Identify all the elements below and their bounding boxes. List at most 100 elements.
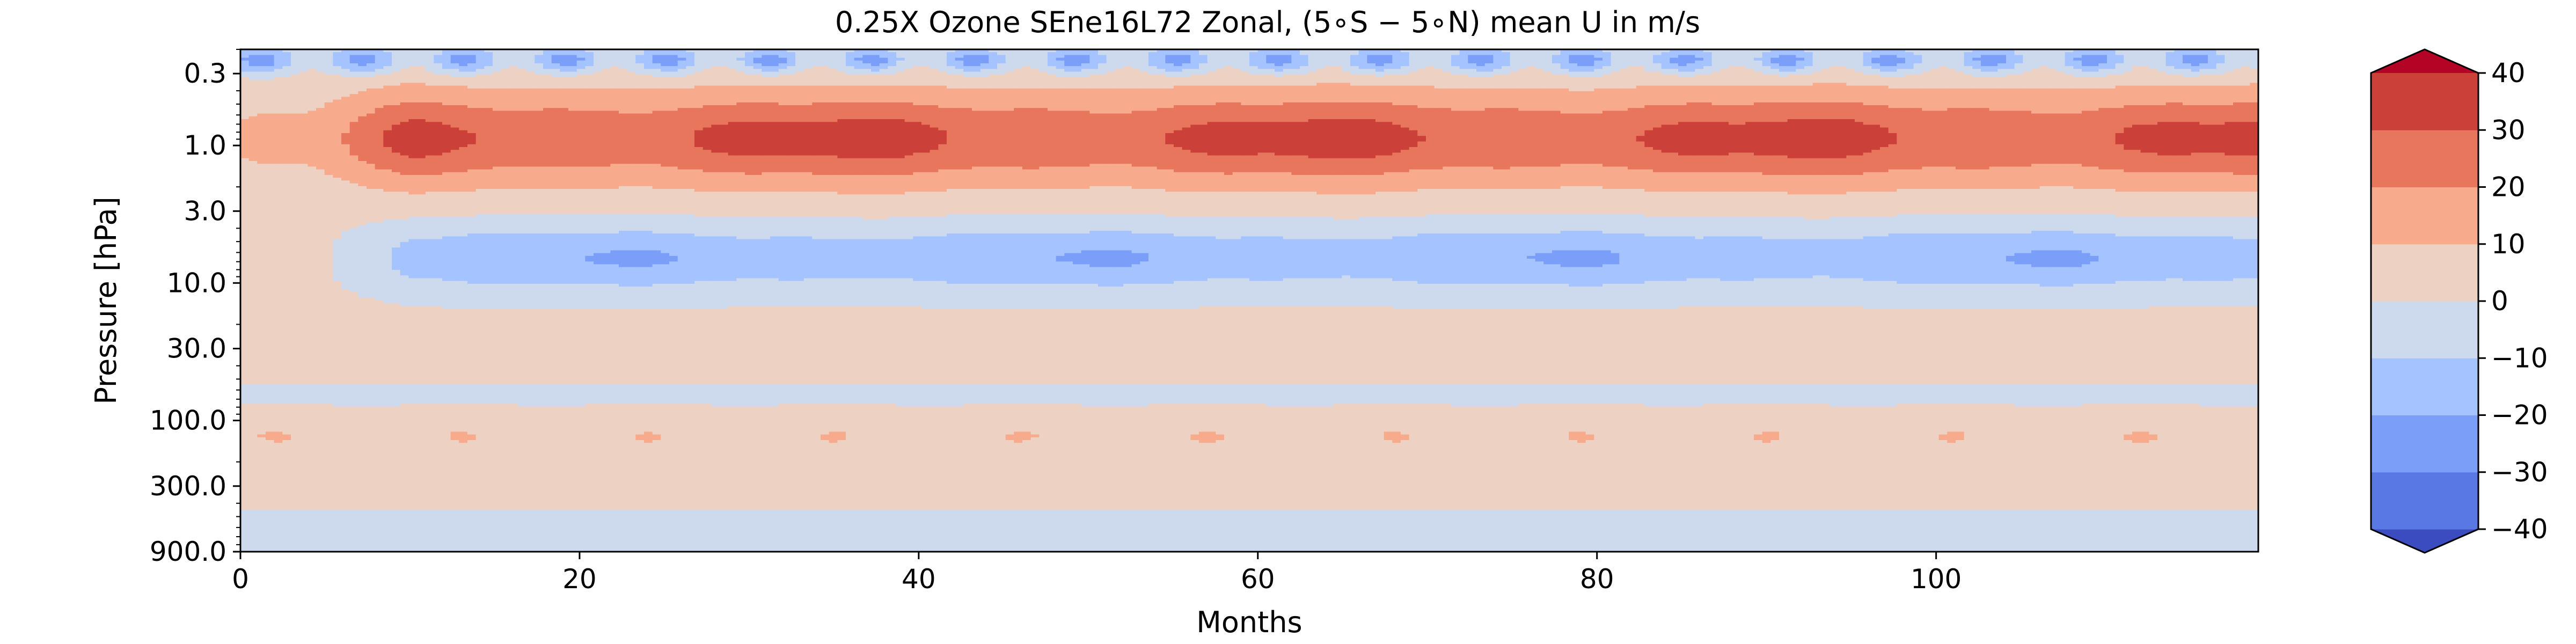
contour-band bbox=[1569, 440, 1578, 510]
contour-band bbox=[661, 111, 670, 167]
contour-band bbox=[1283, 172, 1292, 192]
contour-band bbox=[1148, 52, 1158, 67]
contour-band bbox=[1249, 281, 1258, 306]
contour-band bbox=[543, 283, 552, 310]
contour-band bbox=[980, 384, 989, 404]
contour-band bbox=[2165, 192, 2175, 217]
contour-band bbox=[803, 122, 813, 156]
contour-band bbox=[1123, 283, 1132, 310]
contour-band bbox=[1241, 49, 1250, 72]
contour-band bbox=[1367, 239, 1376, 279]
contour-band bbox=[1207, 510, 1216, 552]
contour-band bbox=[938, 108, 947, 131]
contour-band bbox=[299, 49, 308, 72]
contour-band bbox=[2191, 85, 2200, 106]
contour-band bbox=[240, 510, 250, 552]
contour-band bbox=[1190, 404, 1199, 435]
contour-band bbox=[1224, 384, 1233, 404]
contour-band bbox=[1695, 102, 1704, 122]
contour-band bbox=[2039, 164, 2048, 187]
contour-band bbox=[997, 49, 1006, 55]
contour-band bbox=[1686, 278, 1695, 306]
contour-band bbox=[1703, 155, 1713, 173]
contour-band bbox=[1880, 77, 1889, 86]
contour-band bbox=[1670, 85, 1679, 106]
contour-band bbox=[871, 278, 880, 306]
contour-band bbox=[854, 239, 863, 279]
contour-band bbox=[2098, 510, 2107, 552]
contour-band bbox=[1249, 384, 1258, 404]
contour-band bbox=[803, 278, 813, 306]
contour-band bbox=[711, 406, 720, 510]
contour-band bbox=[1123, 250, 1132, 268]
contour-band bbox=[2014, 63, 2023, 75]
contour-band bbox=[1291, 155, 1300, 175]
contour-band bbox=[257, 80, 266, 114]
contour-band bbox=[1064, 253, 1073, 262]
contour-band bbox=[1913, 404, 1922, 510]
contour-band bbox=[812, 122, 821, 156]
contour-band bbox=[257, 164, 266, 385]
contour-band bbox=[2023, 166, 2032, 189]
contour-band bbox=[2115, 55, 2124, 64]
contour-band bbox=[972, 233, 981, 284]
contour-band bbox=[1527, 88, 1536, 111]
contour-band bbox=[568, 233, 577, 284]
contour-band bbox=[1678, 510, 1687, 552]
contour-band bbox=[2250, 192, 2258, 217]
contour-band bbox=[879, 175, 888, 195]
contour-band bbox=[2098, 77, 2107, 89]
contour-band bbox=[1190, 434, 1199, 441]
contour-band bbox=[475, 49, 485, 69]
contour-band bbox=[1426, 85, 1435, 108]
contour-band bbox=[1678, 172, 1687, 192]
contour-band bbox=[594, 71, 603, 89]
contour-band bbox=[686, 309, 695, 385]
contour-band bbox=[1711, 217, 1721, 237]
contour-band bbox=[1787, 49, 1796, 55]
contour-band bbox=[1325, 239, 1334, 279]
contour-band bbox=[299, 71, 308, 114]
contour-band bbox=[803, 217, 813, 237]
contour-band bbox=[1964, 283, 1973, 310]
contour-band bbox=[1737, 49, 1746, 67]
contour-band bbox=[1997, 189, 2007, 215]
contour-band bbox=[1947, 283, 1956, 310]
contour-band bbox=[770, 71, 779, 78]
contour-band bbox=[904, 175, 913, 192]
contour-band bbox=[1030, 384, 1040, 404]
contour-band bbox=[913, 217, 922, 237]
contour-band bbox=[1409, 384, 1418, 404]
contour-band bbox=[1829, 83, 1839, 103]
contour-band bbox=[1131, 233, 1140, 254]
contour-band bbox=[2216, 236, 2225, 282]
contour-band bbox=[1880, 172, 1889, 192]
contour-band bbox=[896, 60, 905, 72]
contour-band bbox=[1056, 60, 1065, 69]
contour-band bbox=[2073, 77, 2082, 89]
contour-band bbox=[341, 133, 350, 145]
contour-band bbox=[1257, 281, 1267, 306]
contour-band bbox=[442, 192, 451, 217]
contour-band bbox=[1081, 309, 1090, 385]
contour-band bbox=[1089, 309, 1099, 385]
contour-band bbox=[1030, 434, 1040, 438]
contour-band bbox=[1745, 105, 1754, 122]
contour-band bbox=[467, 49, 477, 55]
contour-band bbox=[1417, 217, 1426, 234]
contour-band bbox=[644, 164, 653, 187]
contour-band bbox=[1106, 510, 1115, 552]
contour-band bbox=[2233, 192, 2242, 217]
contour-band bbox=[501, 384, 510, 404]
contour-band bbox=[1190, 384, 1199, 404]
contour-band bbox=[1098, 113, 1107, 164]
contour-band bbox=[1342, 83, 1351, 103]
contour-band bbox=[821, 192, 830, 217]
contour-band bbox=[1527, 189, 1536, 215]
contour-band bbox=[1913, 74, 1922, 89]
contour-band bbox=[778, 85, 787, 106]
contour-band bbox=[989, 189, 998, 215]
contour-band bbox=[535, 88, 544, 111]
contour-band bbox=[341, 144, 350, 181]
contour-band bbox=[1905, 49, 1914, 53]
